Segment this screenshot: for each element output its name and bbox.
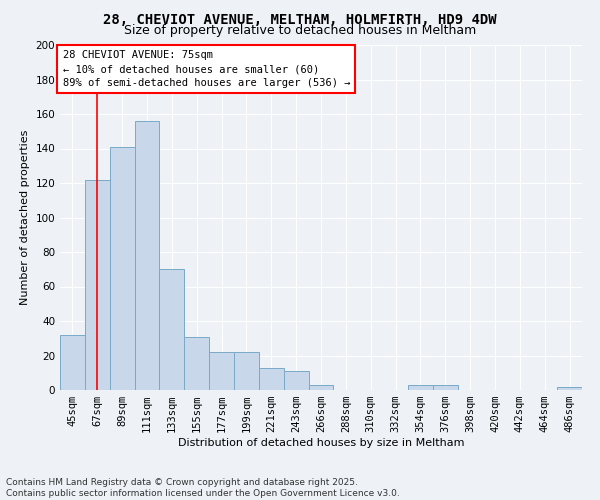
Bar xyxy=(408,385,433,390)
Bar xyxy=(134,121,160,390)
Bar xyxy=(284,371,308,390)
Bar xyxy=(234,352,259,390)
Bar xyxy=(259,368,284,390)
Bar xyxy=(209,352,234,390)
Bar xyxy=(110,147,134,390)
Bar xyxy=(308,385,334,390)
Bar xyxy=(60,335,85,390)
Bar xyxy=(85,180,110,390)
Bar xyxy=(160,269,184,390)
Bar xyxy=(557,386,582,390)
Y-axis label: Number of detached properties: Number of detached properties xyxy=(20,130,30,305)
Text: Size of property relative to detached houses in Meltham: Size of property relative to detached ho… xyxy=(124,24,476,37)
Text: 28 CHEVIOT AVENUE: 75sqm
← 10% of detached houses are smaller (60)
89% of semi-d: 28 CHEVIOT AVENUE: 75sqm ← 10% of detach… xyxy=(62,50,350,88)
Text: 28, CHEVIOT AVENUE, MELTHAM, HOLMFIRTH, HD9 4DW: 28, CHEVIOT AVENUE, MELTHAM, HOLMFIRTH, … xyxy=(103,12,497,26)
X-axis label: Distribution of detached houses by size in Meltham: Distribution of detached houses by size … xyxy=(178,438,464,448)
Text: Contains HM Land Registry data © Crown copyright and database right 2025.
Contai: Contains HM Land Registry data © Crown c… xyxy=(6,478,400,498)
Bar xyxy=(184,336,209,390)
Bar xyxy=(433,385,458,390)
